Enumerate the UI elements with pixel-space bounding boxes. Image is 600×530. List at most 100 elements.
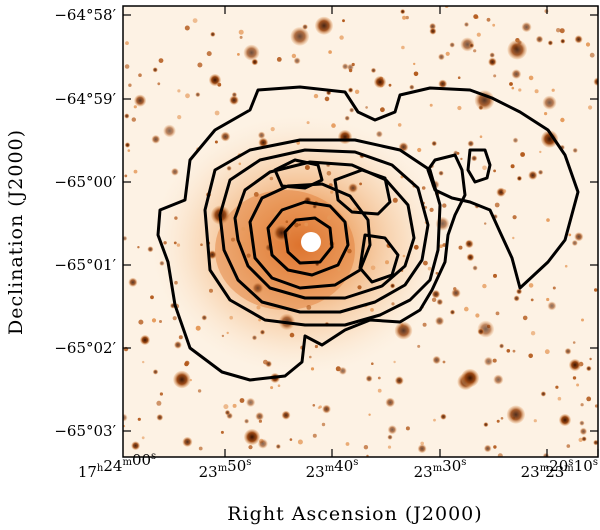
star	[310, 367, 315, 371]
contour-small-island	[466, 148, 492, 184]
star	[200, 243, 203, 246]
star	[337, 268, 342, 272]
contour-3	[218, 148, 430, 314]
star	[457, 105, 462, 111]
star	[177, 89, 181, 93]
bright-star	[374, 76, 386, 88]
star	[195, 92, 201, 98]
star	[321, 422, 326, 427]
star	[195, 325, 201, 331]
star	[551, 88, 555, 92]
star	[502, 189, 507, 193]
star	[387, 445, 392, 449]
star	[269, 176, 274, 181]
star	[348, 68, 353, 73]
star	[258, 137, 269, 148]
star	[479, 135, 483, 138]
star	[197, 62, 203, 68]
x-tick-label: 23m20s	[521, 457, 574, 481]
star	[394, 321, 413, 340]
star	[493, 74, 497, 78]
contour-4	[233, 160, 416, 300]
star	[552, 286, 556, 290]
bright-star	[338, 130, 352, 144]
star	[244, 418, 250, 424]
star	[306, 305, 312, 310]
star	[484, 222, 487, 225]
star	[540, 391, 547, 397]
star	[542, 95, 557, 110]
star	[206, 51, 212, 57]
star	[513, 295, 520, 302]
y-tick-label: −65°03′	[54, 422, 116, 440]
star	[330, 190, 334, 194]
star	[541, 130, 559, 148]
star	[405, 15, 409, 20]
star	[157, 82, 161, 86]
star	[124, 174, 128, 178]
star	[472, 265, 478, 271]
star	[322, 404, 331, 414]
star	[124, 142, 131, 148]
star	[521, 22, 532, 33]
star	[131, 441, 141, 451]
star	[138, 73, 142, 77]
star	[588, 105, 593, 110]
star	[423, 260, 428, 266]
star	[465, 239, 474, 249]
star	[589, 52, 595, 58]
star	[429, 103, 433, 107]
star	[370, 308, 374, 312]
star	[496, 419, 500, 423]
star	[349, 107, 355, 113]
star	[174, 216, 178, 220]
star	[239, 398, 245, 403]
bright-star	[569, 359, 581, 371]
star	[177, 115, 182, 120]
star	[432, 355, 441, 365]
star	[293, 57, 301, 65]
star	[158, 58, 164, 63]
star	[424, 206, 428, 209]
star	[445, 51, 450, 56]
star	[464, 22, 469, 27]
star	[506, 349, 511, 353]
star	[124, 64, 130, 69]
star	[489, 52, 495, 58]
star	[460, 157, 463, 161]
star	[304, 222, 309, 227]
star	[528, 353, 533, 359]
star	[127, 149, 131, 152]
star	[173, 370, 191, 389]
star	[306, 121, 310, 125]
star	[125, 41, 129, 45]
star	[151, 135, 161, 144]
star	[326, 171, 332, 176]
star	[251, 58, 259, 66]
star	[442, 203, 447, 208]
star	[568, 233, 572, 237]
star	[594, 404, 598, 408]
bright-star	[209, 74, 221, 86]
star	[253, 192, 259, 197]
star	[138, 319, 144, 325]
star	[156, 414, 164, 421]
x-axis-ticks	[224, 6, 599, 457]
star	[285, 220, 289, 223]
contour-lines	[156, 85, 580, 382]
star	[486, 17, 491, 22]
star	[385, 260, 389, 265]
contour-7	[283, 216, 334, 265]
star	[302, 24, 308, 30]
star	[375, 130, 383, 138]
star	[133, 169, 138, 174]
star	[210, 31, 216, 37]
star	[339, 35, 344, 40]
star	[509, 82, 513, 86]
star	[395, 376, 404, 385]
star	[263, 359, 268, 365]
star	[547, 301, 557, 311]
star	[392, 197, 398, 203]
star	[417, 444, 427, 454]
